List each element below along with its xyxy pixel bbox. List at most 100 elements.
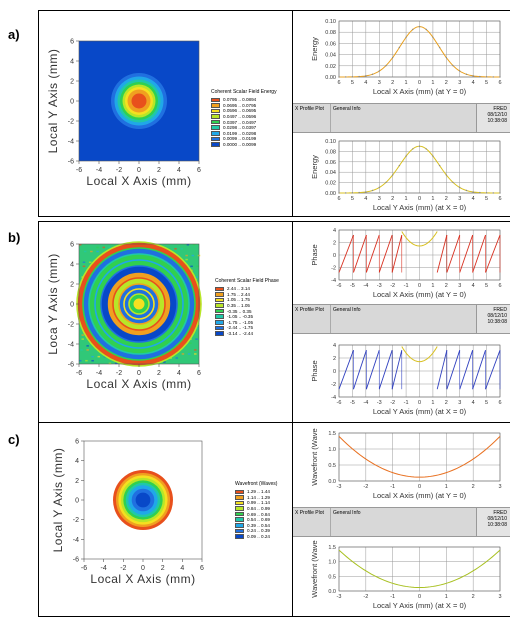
profile-point xyxy=(358,75,360,78)
y-tick-label: 0 xyxy=(333,369,336,375)
tab-x-profile-plot[interactable]: X Profile Plot xyxy=(293,305,331,333)
profile-point xyxy=(412,148,414,150)
stamp-time: 10:38:08 xyxy=(487,522,507,528)
x-tick-label: -2 xyxy=(363,484,368,490)
profile-point xyxy=(385,64,387,67)
x-tick-label: 6 xyxy=(197,167,201,174)
profile-point xyxy=(459,70,461,72)
legend-swatch xyxy=(215,314,224,320)
x-tick-label: 4 xyxy=(364,196,367,202)
profile-point xyxy=(465,189,468,192)
profile-point xyxy=(432,36,434,38)
tab-x-profile-plot[interactable]: X Profile Plot xyxy=(293,508,331,536)
legend-range: -2.44 .. -1.75 xyxy=(227,325,254,331)
tab-general-info[interactable]: General Info xyxy=(333,106,361,112)
y-tick-label: -4 xyxy=(331,278,336,284)
legend-entry: 2.44 .. 3.14 xyxy=(215,286,279,292)
x-tick-label: 6 xyxy=(498,400,501,406)
y-tick-label: 0.04 xyxy=(325,53,336,59)
x-tick-label: -6 xyxy=(337,283,342,289)
legend-entry: 0.24 .. 0.39 xyxy=(235,528,277,534)
profile-point xyxy=(405,36,407,38)
profile-point xyxy=(385,181,387,184)
x-tick-label: -1 xyxy=(390,484,395,490)
x-tick-label: 2 xyxy=(472,594,475,600)
x-tick-label: -2 xyxy=(120,565,126,572)
speckle xyxy=(96,246,99,249)
profile-curve xyxy=(446,350,461,390)
contour-band xyxy=(131,93,147,109)
y-tick-label: 0.06 xyxy=(325,160,336,166)
legend-range: -1.05 .. -0.35 xyxy=(227,314,254,320)
tab-general-info[interactable]: General Info xyxy=(333,307,361,313)
tab-x-profile-plot[interactable]: X Profile Plot xyxy=(293,104,331,132)
x-axis-label: Local X Axis (mm) xyxy=(86,377,191,391)
plot-frame xyxy=(338,140,501,194)
profile-point xyxy=(472,75,474,77)
profile-curve xyxy=(436,350,448,390)
y-tick-label: 0 xyxy=(75,498,79,505)
x-tick-label: -1 xyxy=(404,400,409,406)
legend-rows: 2.44 .. 3.14 1.75 .. 2.44 1.05 .. 1.75 0.35… xyxy=(215,286,279,336)
tab-general-info[interactable]: General Info xyxy=(333,510,361,516)
legend-range: 0.69 .. 0.84 xyxy=(247,511,270,517)
profile-point xyxy=(418,25,421,28)
legend-swatch xyxy=(235,534,244,539)
profile-curve xyxy=(365,350,380,390)
legend-title: Coherent Scalar Field Energy xyxy=(211,89,277,95)
profile-curve xyxy=(338,549,501,588)
speckle xyxy=(186,244,190,246)
y-tick-label: -4 xyxy=(73,537,79,544)
legend-range: 0.0795 .. 0.0894 xyxy=(223,97,257,103)
phase-ring xyxy=(133,298,145,310)
y-tick-label: 0.10 xyxy=(325,139,336,145)
legend-range: 0.0099 .. 0.0199 xyxy=(223,136,257,142)
y-tick-label: 6 xyxy=(75,439,79,446)
legend-swatch xyxy=(215,308,224,314)
x-tick-label: -5 xyxy=(350,283,355,289)
profile-curve xyxy=(365,234,380,273)
profile-point xyxy=(345,76,347,78)
profile-curve xyxy=(378,234,393,273)
profile-curve xyxy=(391,234,403,273)
plot-x-label: Local Y Axis (mm) (at X = 0) xyxy=(373,203,467,212)
y-tick-label: -6 xyxy=(68,362,74,369)
legend-range: 2.44 .. 3.14 xyxy=(227,286,250,292)
speckle xyxy=(90,250,93,253)
speckle xyxy=(191,254,195,257)
profile-point xyxy=(378,186,380,189)
panel-c-map-area: -6 -4 -2 0 2 4 6 6 4 2 0 -2 -4 -6 Local X Axis (mm) Loc… xyxy=(39,423,292,616)
legend-swatch xyxy=(235,511,244,517)
y-tick-label: 0.00 xyxy=(325,191,336,197)
plot-x-label: Local Y Axis (mm) (at X = 0) xyxy=(373,407,467,416)
legend-title: Wavefront (Waves) xyxy=(235,481,278,487)
timestamp-stamp: FRED 08/12/10 10:38:08 xyxy=(476,305,510,333)
y-tick-label: 0.08 xyxy=(325,149,336,155)
x-tick-label: 0 xyxy=(141,565,145,572)
speckle xyxy=(79,359,82,362)
profile-point xyxy=(425,148,427,150)
y-tick-label: 0.0 xyxy=(328,589,336,595)
y-tick-label: 0.10 xyxy=(325,19,336,25)
stamp-date: 08/12/10 xyxy=(487,313,507,319)
profile-point xyxy=(485,192,488,194)
legend-entry: 0.39 .. 0.54 xyxy=(235,523,277,529)
contour-band xyxy=(135,492,151,508)
speckle xyxy=(174,248,177,250)
legend-title: Coherent Scalar Field Phase xyxy=(215,278,279,284)
legend-range: 0.99 .. 1.14 xyxy=(247,500,270,506)
legend-swatch xyxy=(235,517,244,523)
legend-swatch xyxy=(215,331,224,336)
stamp-app: FRED xyxy=(493,307,507,313)
profile-point xyxy=(472,191,474,193)
profile-point xyxy=(405,155,407,157)
speckle xyxy=(91,355,94,358)
profile-point xyxy=(438,46,441,49)
x-tick-label: -4 xyxy=(96,167,102,174)
x-tick-label: 3 xyxy=(458,400,461,406)
x-tick-label: 5 xyxy=(351,80,354,86)
profile-point xyxy=(452,181,454,184)
plot-frame xyxy=(338,432,501,482)
legend-range: 0.24 .. 0.39 xyxy=(247,528,270,534)
